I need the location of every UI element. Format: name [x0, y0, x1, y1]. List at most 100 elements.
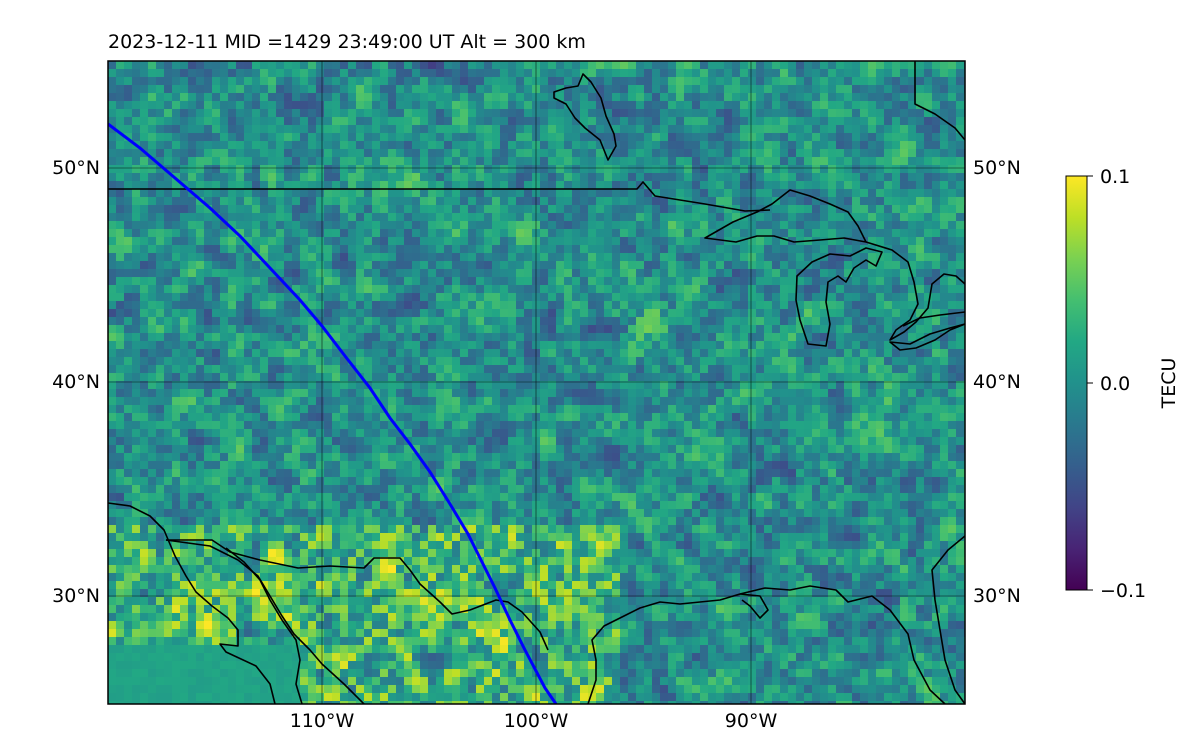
- tec-cell: [124, 61, 133, 70]
- tec-cell: [796, 293, 805, 302]
- tec-cell: [556, 93, 565, 102]
- tec-cell: [404, 261, 413, 270]
- tec-cell: [660, 61, 669, 70]
- tec-cell: [148, 301, 157, 310]
- tec-cell: [164, 61, 173, 70]
- tec-cell: [516, 405, 525, 414]
- tec-cell: [836, 181, 845, 190]
- tec-cell: [892, 213, 901, 222]
- tec-cell: [436, 381, 445, 390]
- tec-cell: [644, 101, 653, 110]
- tec-cell: [628, 149, 637, 158]
- tec-cell: [596, 341, 605, 350]
- tec-cell: [116, 333, 125, 342]
- tec-cell: [956, 413, 965, 422]
- tec-cell: [820, 173, 829, 182]
- tec-cell: [140, 133, 149, 142]
- tec-cell: [780, 141, 789, 150]
- tec-cell: [948, 397, 957, 406]
- tec-cell: [620, 365, 629, 374]
- tec-cell: [388, 413, 397, 422]
- tec-cell: [636, 237, 645, 246]
- tec-cell: [156, 149, 165, 158]
- tec-cell: [452, 69, 461, 78]
- tec-cell: [700, 117, 709, 126]
- tec-cell: [916, 357, 925, 366]
- tec-cell: [860, 341, 869, 350]
- tec-cell: [836, 237, 845, 246]
- tec-cell: [524, 341, 533, 350]
- tec-cell: [276, 69, 285, 78]
- tec-cell: [564, 389, 573, 398]
- tec-cell: [900, 341, 909, 350]
- tec-cell: [668, 285, 677, 294]
- tec-cell: [924, 333, 933, 342]
- tec-cell: [132, 221, 141, 230]
- tec-cell: [196, 389, 205, 398]
- tec-cell: [148, 229, 157, 238]
- tec-cell: [684, 293, 693, 302]
- tec-cell: [748, 221, 757, 230]
- tec-cell: [268, 181, 277, 190]
- tec-cell: [236, 253, 245, 262]
- tec-cell: [700, 317, 709, 326]
- tec-cell: [492, 277, 501, 286]
- tec-cell: [524, 365, 533, 374]
- tec-cell: [348, 69, 357, 78]
- tec-cell: [188, 373, 197, 382]
- tec-cell: [676, 285, 685, 294]
- tec-cell: [116, 173, 125, 182]
- tec-cell: [852, 341, 861, 350]
- tec-cell: [324, 317, 333, 326]
- tec-cell: [300, 253, 309, 262]
- tec-cell: [732, 373, 741, 382]
- tec-cell: [516, 197, 525, 206]
- tec-cell: [348, 149, 357, 158]
- tec-cell: [396, 245, 405, 254]
- tec-cell: [700, 213, 709, 222]
- tec-cell: [500, 109, 509, 118]
- tec-cell: [724, 349, 733, 358]
- tec-cell: [252, 301, 261, 310]
- tec-cell: [428, 173, 437, 182]
- tec-cell: [308, 69, 317, 78]
- tec-cell: [644, 421, 653, 430]
- tec-cell: [476, 389, 485, 398]
- tec-cell: [196, 173, 205, 182]
- tec-cell: [916, 309, 925, 318]
- tec-cell: [476, 237, 485, 246]
- tec-cell: [724, 109, 733, 118]
- tec-cell: [492, 69, 501, 78]
- tec-cell: [780, 381, 789, 390]
- tec-cell: [388, 237, 397, 246]
- tec-cell: [868, 269, 877, 278]
- tec-cell: [916, 301, 925, 310]
- tec-cell: [892, 261, 901, 270]
- tec-cell: [612, 213, 621, 222]
- tec-cell: [644, 165, 653, 174]
- tec-cell: [916, 173, 925, 182]
- tec-cell: [732, 381, 741, 390]
- tec-cell: [740, 333, 749, 342]
- tec-cell: [732, 245, 741, 254]
- tec-cell: [636, 85, 645, 94]
- tec-cell: [148, 413, 157, 422]
- tec-cell: [828, 229, 837, 238]
- tec-cell: [564, 349, 573, 358]
- tec-cell: [748, 317, 757, 326]
- tec-cell: [756, 261, 765, 270]
- tec-cell: [804, 149, 813, 158]
- tec-cell: [156, 77, 165, 86]
- tec-cell: [596, 85, 605, 94]
- tec-cell: [668, 381, 677, 390]
- tec-cell: [660, 325, 669, 334]
- tec-cell: [284, 93, 293, 102]
- tec-cell: [404, 325, 413, 334]
- tec-cell: [484, 381, 493, 390]
- tec-cell: [364, 301, 373, 310]
- tec-cell: [572, 237, 581, 246]
- tec-cell: [708, 397, 717, 406]
- tec-cell: [780, 269, 789, 278]
- tec-cell: [380, 149, 389, 158]
- tec-cell: [364, 101, 373, 110]
